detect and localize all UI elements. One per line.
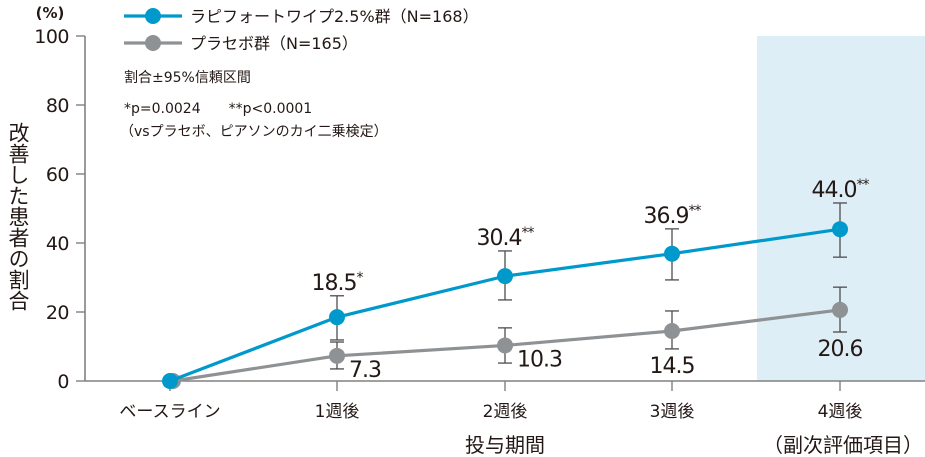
x-tick-label: 3週後 (650, 402, 695, 422)
data-label: 44.0** (812, 177, 870, 203)
significance-marker: * (356, 270, 363, 286)
y-axis-title: 改善した患者の割合 (6, 122, 30, 311)
data-label: 7.3 (349, 358, 381, 383)
series-0 (162, 202, 848, 389)
significance-marker: ** (688, 203, 701, 219)
x-axis-title: 投与期間 (465, 433, 545, 457)
x-tick-label: 1週後 (315, 402, 360, 422)
x-tick-label: 4週後 (818, 402, 863, 422)
legend-marker-icon (145, 35, 161, 51)
data-label: 10.3 (517, 347, 562, 372)
y-tick-label: 60 (46, 164, 69, 186)
data-label: 36.9** (644, 203, 702, 229)
p-value-note: *p=0.0024 **p<0.0001 (124, 101, 312, 117)
test-note: （vsプラセボ、ピアソンのカイ二乗検定） (120, 124, 388, 140)
y-tick-label: 80 (46, 95, 69, 117)
highlight-region (757, 36, 925, 381)
legend-marker-icon (145, 8, 161, 24)
data-label: 18.5* (312, 270, 364, 296)
significance-marker: ** (521, 225, 534, 241)
x-tick-label: ベースライン (119, 402, 220, 422)
legend-label: ラピフォートワイプ2.5%群（N=168） (190, 7, 479, 26)
data-point (664, 322, 680, 339)
data-labels: 7.3 10.3 14.5 20.6 18.5* 30.4** 36.9** 44.0** (312, 177, 871, 383)
series-1 (165, 286, 848, 389)
significance-marker: ** (856, 177, 869, 193)
data-point (832, 301, 848, 318)
ci-note: 割合±95%信頼区間 (124, 69, 251, 86)
data-label: 30.4** (477, 225, 535, 251)
data-label: 20.6 (818, 337, 863, 362)
legend-label: プラセボ群（N=165） (190, 34, 358, 53)
highlight-band (757, 36, 925, 381)
data-point (162, 373, 178, 389)
data-point (329, 347, 345, 364)
data-label: 14.5 (650, 354, 695, 379)
data-point (832, 221, 848, 238)
x-tick-label: 2週後 (483, 402, 528, 422)
y-tick-label: 20 (46, 302, 69, 324)
legend: ラピフォートワイプ2.5%群（N=168） プラセボ群（N=165） (124, 7, 479, 53)
data-point (497, 268, 513, 285)
series-layer (162, 202, 848, 389)
y-tick-label: 100 (34, 26, 69, 48)
y-tick-label: 40 (46, 233, 69, 255)
legend-item-1: プラセボ群（N=165） (124, 34, 358, 53)
data-point (329, 309, 345, 326)
y-tick-label: 0 (57, 371, 69, 393)
highlight-note: （副次評価項目） (763, 433, 923, 457)
axes: 0 20 40 60 80 100 ベースライン 1週後 2週後 3週後 4週後 (34, 26, 925, 422)
y-axis-unit: (%) (36, 4, 65, 22)
data-point (664, 245, 680, 262)
data-point (497, 337, 513, 354)
legend-item-0: ラピフォートワイプ2.5%群（N=168） (124, 7, 479, 26)
